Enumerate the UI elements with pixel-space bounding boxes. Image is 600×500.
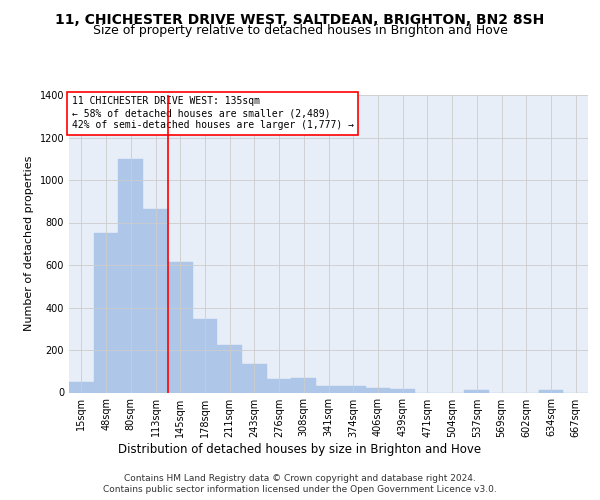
Bar: [316, 386, 341, 392]
Bar: [118, 159, 143, 392]
Text: 11 CHICHESTER DRIVE WEST: 135sqm
← 58% of detached houses are smaller (2,489)
42: 11 CHICHESTER DRIVE WEST: 135sqm ← 58% o…: [71, 96, 353, 130]
Bar: [267, 378, 292, 392]
Bar: [143, 208, 168, 392]
Bar: [464, 390, 489, 392]
Bar: [69, 382, 94, 392]
Text: Contains public sector information licensed under the Open Government Licence v3: Contains public sector information licen…: [103, 485, 497, 494]
Text: Distribution of detached houses by size in Brighton and Hove: Distribution of detached houses by size …: [118, 442, 482, 456]
Bar: [365, 388, 390, 392]
Bar: [292, 378, 316, 392]
Text: 11, CHICHESTER DRIVE WEST, SALTDEAN, BRIGHTON, BN2 8SH: 11, CHICHESTER DRIVE WEST, SALTDEAN, BRI…: [55, 12, 545, 26]
Y-axis label: Number of detached properties: Number of detached properties: [24, 156, 34, 332]
Bar: [193, 319, 217, 392]
Bar: [539, 390, 563, 392]
Bar: [341, 386, 365, 392]
Bar: [94, 233, 118, 392]
Bar: [168, 262, 193, 392]
Text: Contains HM Land Registry data © Crown copyright and database right 2024.: Contains HM Land Registry data © Crown c…: [124, 474, 476, 483]
Bar: [217, 344, 242, 393]
Bar: [242, 364, 267, 392]
Text: Size of property relative to detached houses in Brighton and Hove: Size of property relative to detached ho…: [92, 24, 508, 37]
Bar: [390, 390, 415, 392]
